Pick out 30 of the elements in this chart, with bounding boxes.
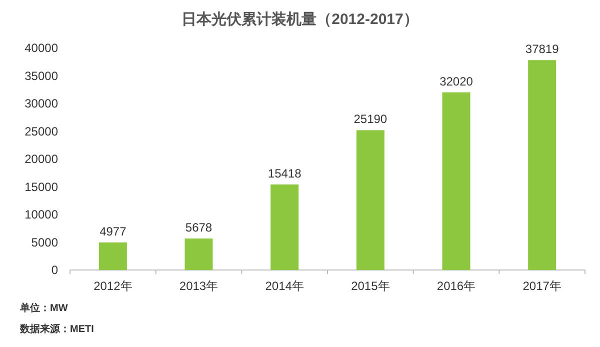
y-tick-label: 20000 — [24, 152, 58, 166]
text: 单位：MW — [19, 302, 68, 314]
y-tick-label: 35000 — [24, 68, 58, 83]
y-tick-label: 25000 — [24, 124, 58, 138]
data-label: 4977 — [100, 224, 127, 238]
x-tick-label: 2013年 — [179, 279, 218, 293]
bar — [270, 184, 299, 270]
data-label: 37819 — [525, 42, 560, 56]
source-note: 数据来源：METI — [19, 323, 94, 335]
bar — [98, 242, 127, 270]
x-tick-label: 2012年 — [94, 279, 132, 293]
x-tick-label: 2014年 — [265, 279, 304, 293]
chart-title: 日本光伏累计装机量（2012-2017） — [182, 11, 418, 28]
x-tick-label: 2016年 — [436, 279, 476, 293]
data-label: 25190 — [354, 112, 388, 126]
data-label: 32020 — [440, 74, 474, 88]
y-tick-label: 40000 — [24, 41, 58, 55]
data-label: 15418 — [268, 166, 302, 180]
y-tick-label: 15000 — [24, 180, 58, 194]
data-label: 5678 — [185, 220, 212, 234]
y-tick-label: 5000 — [31, 235, 58, 250]
x-tick-label: 2015年 — [351, 279, 390, 293]
bar — [184, 238, 213, 270]
bar — [442, 92, 470, 270]
x-tick-label: 2017年 — [522, 279, 562, 293]
bar — [528, 60, 556, 270]
bar — [356, 130, 384, 270]
y-tick-label: 10000 — [24, 208, 58, 222]
y-tick-label: 0 — [51, 263, 58, 277]
y-tick-label: 30000 — [24, 96, 58, 110]
